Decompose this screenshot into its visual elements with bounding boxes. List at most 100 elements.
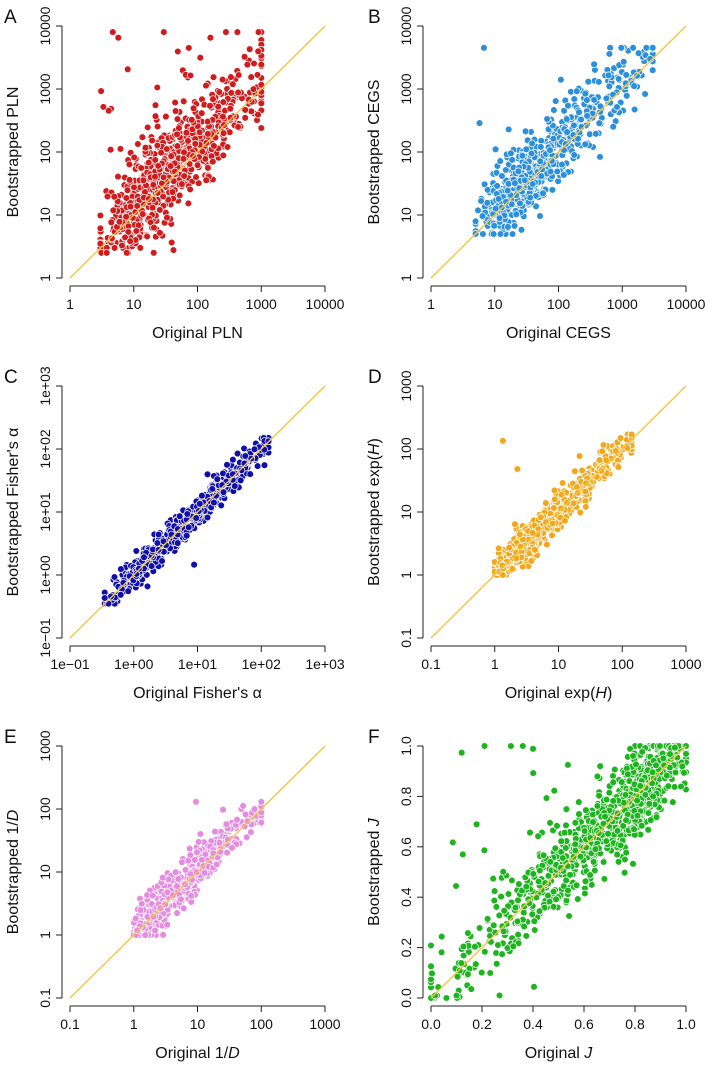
data-point xyxy=(210,498,218,507)
data-point xyxy=(173,882,181,890)
x-axis-title: Original CEGS xyxy=(506,325,611,342)
y-axis-title: Bootstrapped J xyxy=(366,817,383,926)
data-point xyxy=(680,769,688,777)
x-tick-label: 1e+00 xyxy=(114,656,154,672)
data-point xyxy=(538,165,546,174)
data-point xyxy=(571,840,579,849)
data-point xyxy=(223,143,232,151)
data-point xyxy=(121,233,129,242)
y-tick-label: 0.1 xyxy=(398,628,414,648)
data-point xyxy=(489,874,497,883)
data-point xyxy=(156,206,164,214)
data-point xyxy=(557,75,565,84)
data-point xyxy=(200,869,209,877)
data-point xyxy=(141,931,149,939)
data-point xyxy=(122,213,130,221)
data-point xyxy=(622,816,630,824)
data-point xyxy=(669,798,677,806)
data-point xyxy=(215,88,224,96)
y-tick-label: 100 xyxy=(398,140,414,164)
data-point xyxy=(250,59,258,68)
data-point xyxy=(116,591,125,599)
data-point xyxy=(645,800,654,808)
data-point xyxy=(149,891,157,900)
data-point xyxy=(110,192,119,201)
data-point xyxy=(184,523,193,532)
data-point xyxy=(550,106,558,114)
x-tick-label: 100 xyxy=(250,1016,274,1032)
data-point xyxy=(452,882,460,890)
data-point xyxy=(486,969,494,977)
data-point xyxy=(499,868,507,876)
data-point xyxy=(219,151,228,160)
data-point xyxy=(160,28,168,36)
x-tick-label: 0.1 xyxy=(421,656,441,672)
data-point xyxy=(467,985,476,993)
data-point xyxy=(159,173,168,182)
data-point xyxy=(143,582,152,591)
data-point xyxy=(630,825,638,833)
data-point xyxy=(471,942,479,951)
data-point xyxy=(617,778,626,786)
data-point xyxy=(196,830,205,838)
data-point xyxy=(149,913,158,921)
data-point xyxy=(546,858,555,866)
data-point xyxy=(492,960,501,968)
data-point xyxy=(489,230,498,238)
data-point xyxy=(678,762,687,771)
data-point xyxy=(110,244,119,252)
data-point xyxy=(550,486,559,495)
data-point xyxy=(241,114,249,122)
x-tick-label: 1 xyxy=(491,656,499,672)
data-point xyxy=(449,838,457,847)
scatter-points xyxy=(471,44,657,238)
data-point xyxy=(104,106,113,115)
data-point xyxy=(186,71,195,80)
x-axis-title: Original J xyxy=(525,1045,594,1062)
data-point xyxy=(577,123,586,131)
data-point xyxy=(180,172,188,180)
data-point xyxy=(595,78,603,86)
data-point xyxy=(154,530,163,539)
data-point xyxy=(560,171,568,179)
data-point xyxy=(520,922,528,931)
data-point xyxy=(260,461,269,469)
data-point xyxy=(513,917,522,926)
data-point xyxy=(249,85,258,93)
y-axis-title: Bootstrapped PLN xyxy=(5,87,22,218)
data-point xyxy=(480,742,489,750)
data-point xyxy=(226,113,235,122)
x-tick-label: 1e+02 xyxy=(242,656,282,672)
data-point xyxy=(575,108,583,116)
data-point xyxy=(151,156,159,164)
data-point xyxy=(193,848,201,856)
data-point xyxy=(535,907,544,915)
y-tick-label: 0.1 xyxy=(37,988,53,1008)
data-point xyxy=(575,810,583,818)
data-point xyxy=(560,828,569,837)
data-point xyxy=(570,95,579,103)
axis-label-part: Original xyxy=(525,1045,585,1062)
x-tick-label: 1000 xyxy=(246,296,277,312)
data-point xyxy=(158,873,167,882)
data-point xyxy=(149,249,158,257)
data-point xyxy=(124,587,132,595)
data-point xyxy=(118,241,126,250)
axis-label-part: J xyxy=(583,1045,593,1062)
identity-line xyxy=(69,745,326,999)
data-point xyxy=(257,124,266,132)
data-point xyxy=(595,456,604,464)
data-point xyxy=(562,115,571,123)
data-point xyxy=(622,848,630,857)
data-point xyxy=(543,540,551,549)
data-point xyxy=(630,82,638,90)
data-point xyxy=(133,202,141,210)
data-point xyxy=(595,119,604,127)
x-tick-label: 10000 xyxy=(667,296,706,312)
data-point xyxy=(125,176,134,184)
axis-label-part: Bootstrapped Fisher's α xyxy=(5,428,22,597)
data-point xyxy=(562,821,570,830)
data-point xyxy=(503,186,512,195)
axis-label-part: Original CEGS xyxy=(506,325,611,342)
data-point xyxy=(549,903,558,911)
